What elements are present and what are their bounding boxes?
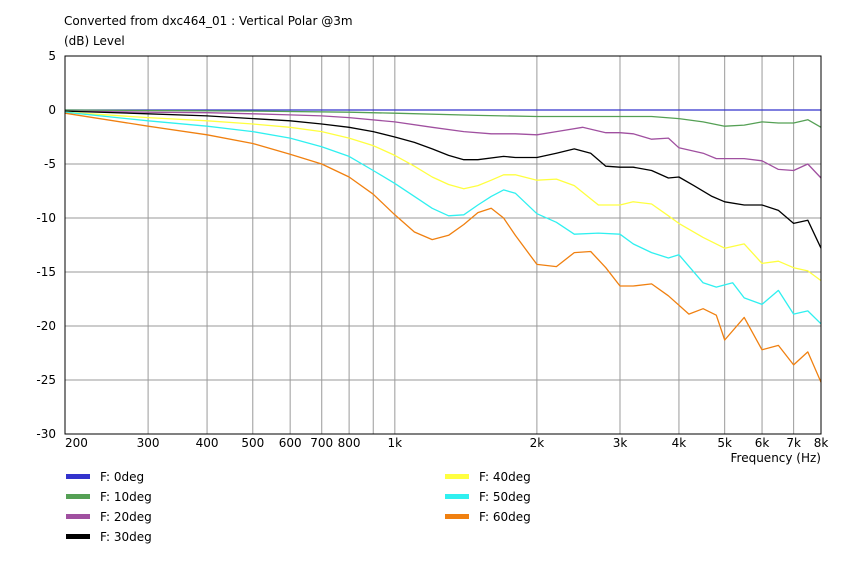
x-tick-label: 4k: [672, 436, 687, 450]
plot-border: [64, 55, 822, 435]
legend-label: F: 0deg: [100, 470, 144, 484]
chart-title: Converted from dxc464_01 : Vertical Pola…: [64, 14, 353, 28]
x-tick-label: 500: [241, 436, 264, 450]
x-tick-label: 400: [196, 436, 219, 450]
plot-area: [65, 56, 821, 434]
legend-swatch: [66, 534, 90, 539]
y-tick-label: 0: [48, 103, 56, 117]
x-tick-label: 1k: [388, 436, 403, 450]
x-axis-label: Frequency (Hz): [731, 451, 822, 465]
x-tick-label: 5k: [717, 436, 732, 450]
x-tick-label: 600: [279, 436, 302, 450]
legend-swatch: [445, 514, 469, 519]
series-line-20deg: [64, 110, 822, 179]
legend-swatch: [445, 474, 469, 479]
x-tick-label: 200: [65, 436, 88, 450]
series-line-30deg: [64, 110, 822, 249]
y-tick-label: -5: [44, 157, 56, 171]
y-tick-label: -30: [36, 427, 56, 441]
legend-label: F: 40deg: [479, 470, 531, 484]
legend-swatch: [66, 514, 90, 519]
y-tick-label: -20: [36, 319, 56, 333]
y-tick-label: -10: [36, 211, 56, 225]
legend-label: F: 60deg: [479, 510, 531, 524]
series-line-40deg: [64, 111, 822, 282]
series-line-60deg: [64, 112, 822, 383]
series-line-50deg: [64, 111, 822, 325]
x-tick-label: 3k: [613, 436, 628, 450]
series-line-10deg: [64, 109, 822, 128]
legend: F: 0deg F: 10deg F: 20deg F: 30deg F: 40deg F…: [66, 470, 531, 544]
legend-label: F: 30deg: [100, 530, 152, 544]
x-tick-label: 2k: [530, 436, 545, 450]
legend-label: F: 20deg: [100, 510, 152, 524]
x-tick-label: 6k: [755, 436, 770, 450]
x-tick-label: 7k: [786, 436, 801, 450]
y-tick-label: -25: [36, 373, 56, 387]
x-tick-labels: 200 300 400 500 600 700 800 1k 2k 3k 4k 5k 6k 7k 8k: [65, 436, 828, 450]
y-tick-label: 5: [48, 49, 56, 63]
y-tick-label: -15: [36, 265, 56, 279]
x-tick-label: 300: [137, 436, 160, 450]
legend-swatch: [445, 494, 469, 499]
legend-label: F: 10deg: [100, 490, 152, 504]
legend-swatch: [66, 494, 90, 499]
x-tick-label: 8k: [814, 436, 829, 450]
y-axis-label: (dB) Level: [64, 34, 125, 48]
series-lines: [64, 109, 822, 383]
legend-swatch: [66, 474, 90, 479]
x-tick-label: 700: [310, 436, 333, 450]
y-tick-labels: 5 0 -5 -10 -15 -20 -25 -30: [36, 49, 56, 441]
legend-label: F: 50deg: [479, 490, 531, 504]
x-tick-label: 800: [338, 436, 361, 450]
